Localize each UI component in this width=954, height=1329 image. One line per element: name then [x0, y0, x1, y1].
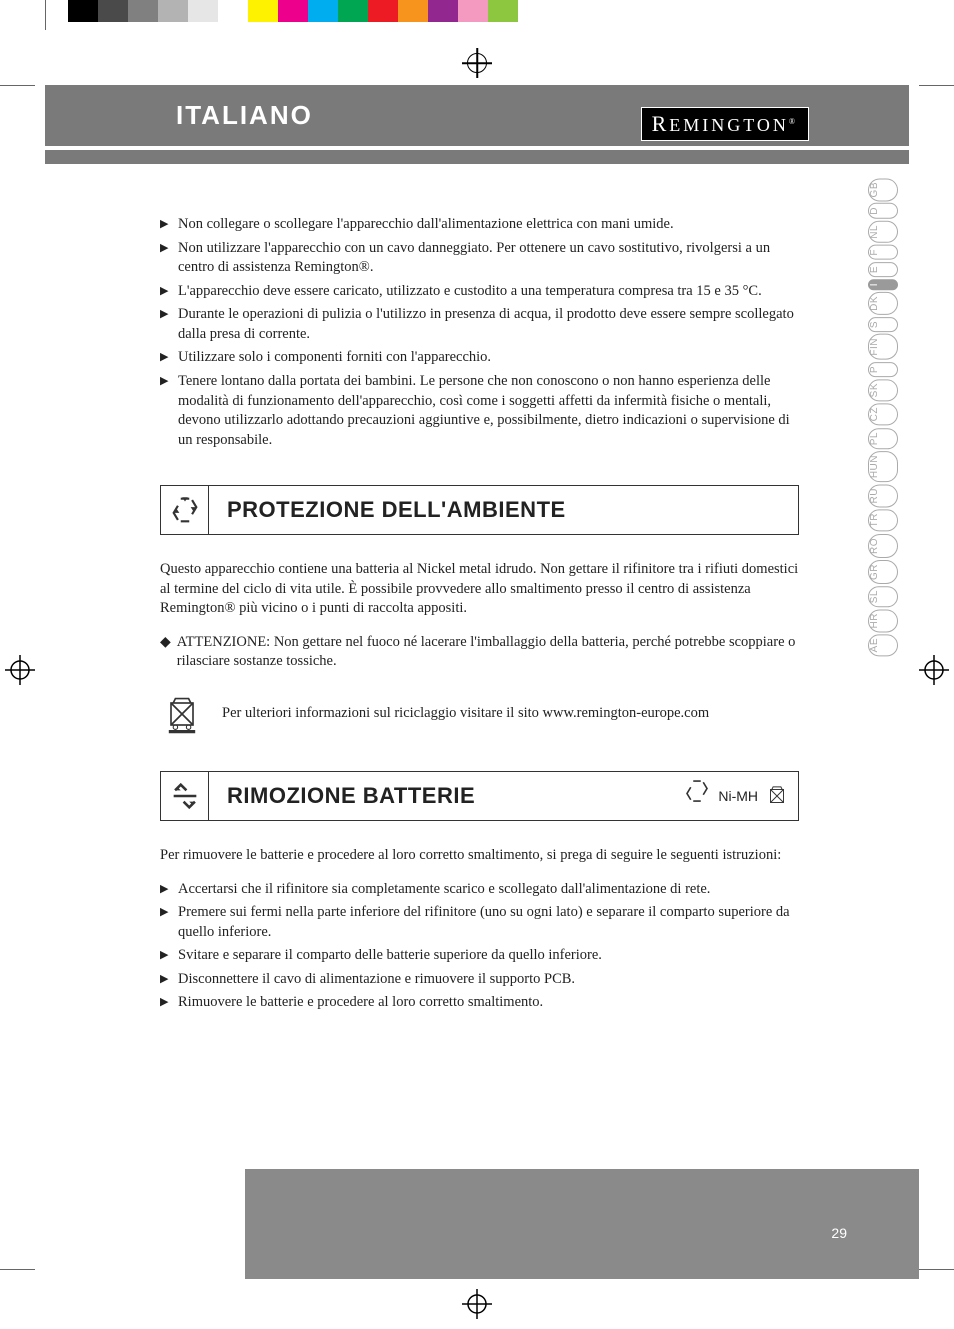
- color-swatch: [188, 0, 218, 22]
- caution-row: ◆ ATTENZIONE: Non gettare nel fuoco né l…: [160, 633, 799, 672]
- color-swatch-bar: [68, 0, 954, 22]
- language-tab-sk[interactable]: SK: [868, 379, 898, 401]
- page-frame: ITALIANO REMINGTON® Non collegare o scol…: [45, 85, 909, 1269]
- weee-bin-icon: [160, 692, 204, 736]
- color-swatch: [68, 0, 98, 22]
- battery-step-item: Rimuovere le batterie e procedere al lor…: [160, 993, 799, 1013]
- crop-mark: [0, 1269, 35, 1270]
- battery-step-item: Premere sui fermi nella parte inferiore …: [160, 903, 799, 942]
- brand-text: EMINGTON: [669, 115, 789, 135]
- registration-mark-left: [5, 655, 35, 685]
- registration-mark-top: [462, 48, 492, 78]
- recycle-arrows-icon: [682, 776, 712, 815]
- color-swatch: [488, 0, 518, 22]
- language-tab-ro[interactable]: RO: [868, 534, 898, 558]
- color-swatch: [338, 0, 368, 22]
- recycling-info-text: Per ulteriori informazioni sul riciclagg…: [222, 704, 709, 724]
- language-title: ITALIANO: [160, 96, 329, 135]
- page-content: Non collegare o scollegare l'apparecchio…: [45, 150, 909, 1013]
- language-tab-nl[interactable]: NL: [868, 221, 898, 243]
- color-swatch: [248, 0, 278, 22]
- section-header-battery: RIMOZIONE BATTERIE Ni-MH: [160, 771, 799, 821]
- crop-mark: [919, 85, 954, 86]
- crop-mark: [919, 1269, 954, 1270]
- safety-bullet-item: Non utilizzare l'apparecchio con un cavo…: [160, 239, 799, 278]
- recycling-info-row: Per ulteriori informazioni sul riciclagg…: [160, 692, 799, 736]
- language-tab-e[interactable]: E: [868, 262, 898, 277]
- battery-step-item: Disconnettere il cavo di alimentazione e…: [160, 970, 799, 990]
- color-swatch: [458, 0, 488, 22]
- header-band: ITALIANO REMINGTON®: [45, 85, 909, 150]
- language-tab-strip: GB D NL FEI DK S FIN P SKCZ PLHUNRUTR ROGRSLHRAE: [868, 178, 898, 657]
- color-swatch: [278, 0, 308, 22]
- caution-text: ATTENZIONE: Non gettare nel fuoco né lac…: [177, 633, 799, 672]
- brand-logo: REMINGTON®: [641, 107, 809, 141]
- language-tab-ru[interactable]: RU: [868, 484, 898, 507]
- weee-bin-icon-small: [764, 783, 790, 809]
- language-tab-i[interactable]: I: [868, 279, 898, 290]
- safety-bullets: Non collegare o scollegare l'apparecchio…: [160, 215, 799, 450]
- battery-intro: Per rimuovere le batterie e procedere al…: [160, 846, 799, 866]
- battery-step-item: Svitare e separare il comparto delle bat…: [160, 946, 799, 966]
- section-title-environment: PROTEZIONE DELL'AMBIENTE: [209, 495, 798, 525]
- color-swatch: [158, 0, 188, 22]
- crop-mark: [45, 0, 46, 30]
- safety-bullet-item: Non collegare o scollegare l'apparecchio…: [160, 215, 799, 235]
- safety-bullet-item: L'apparecchio deve essere caricato, util…: [160, 282, 799, 302]
- color-swatch: [368, 0, 398, 22]
- nimh-badge-group: Ni-MH: [682, 776, 798, 815]
- language-tab-p[interactable]: P: [868, 362, 898, 377]
- language-tab-gr[interactable]: GR: [868, 560, 898, 584]
- language-tab-cz[interactable]: CZ: [868, 403, 898, 425]
- color-swatch: [308, 0, 338, 22]
- color-swatch: [428, 0, 458, 22]
- battery-steps: Accertarsi che il rifinitore sia complet…: [160, 880, 799, 1013]
- color-swatch: [128, 0, 158, 22]
- registration-mark-bottom: [462, 1289, 492, 1324]
- language-tab-pl[interactable]: PL: [868, 428, 898, 449]
- language-tab-fin[interactable]: FIN: [868, 334, 898, 360]
- nimh-label: Ni-MH: [718, 787, 758, 806]
- battery-recycle-icon: [161, 772, 209, 820]
- printer-marks-top: [0, 0, 954, 85]
- language-tab-hun[interactable]: HUN: [868, 451, 898, 482]
- registration-mark-right: [919, 655, 949, 685]
- color-swatch: [518, 0, 548, 22]
- section-header-environment: PROTEZIONE DELL'AMBIENTE: [160, 485, 799, 535]
- language-tab-dk[interactable]: DK: [868, 292, 898, 315]
- section-title-battery: RIMOZIONE BATTERIE: [209, 781, 682, 811]
- language-tab-sl[interactable]: SL: [868, 586, 898, 607]
- language-tab-tr[interactable]: TR: [868, 509, 898, 531]
- caution-icon: ◆: [160, 634, 171, 673]
- language-tab-hr[interactable]: HR: [868, 609, 898, 632]
- language-tab-d[interactable]: D: [868, 203, 898, 219]
- color-swatch: [218, 0, 248, 22]
- environment-paragraph: Questo apparecchio contiene una batteria…: [160, 560, 799, 619]
- page-number: 29: [831, 1225, 847, 1241]
- recycle-icon: [161, 486, 209, 534]
- language-tab-ae[interactable]: AE: [868, 634, 898, 656]
- safety-bullet-item: Utilizzare solo i componenti forniti con…: [160, 348, 799, 368]
- color-swatch: [398, 0, 428, 22]
- language-tab-gb[interactable]: GB: [868, 178, 898, 201]
- language-tab-f[interactable]: F: [868, 245, 898, 260]
- language-tab-s[interactable]: S: [868, 317, 898, 332]
- crop-mark: [0, 85, 35, 86]
- footer-gray-bar: [245, 1169, 919, 1279]
- battery-step-item: Accertarsi che il rifinitore sia complet…: [160, 880, 799, 900]
- safety-bullet-item: Tenere lontano dalla portata dei bambini…: [160, 372, 799, 450]
- safety-bullet-item: Durante le operazioni di pulizia o l'uti…: [160, 305, 799, 344]
- color-swatch: [98, 0, 128, 22]
